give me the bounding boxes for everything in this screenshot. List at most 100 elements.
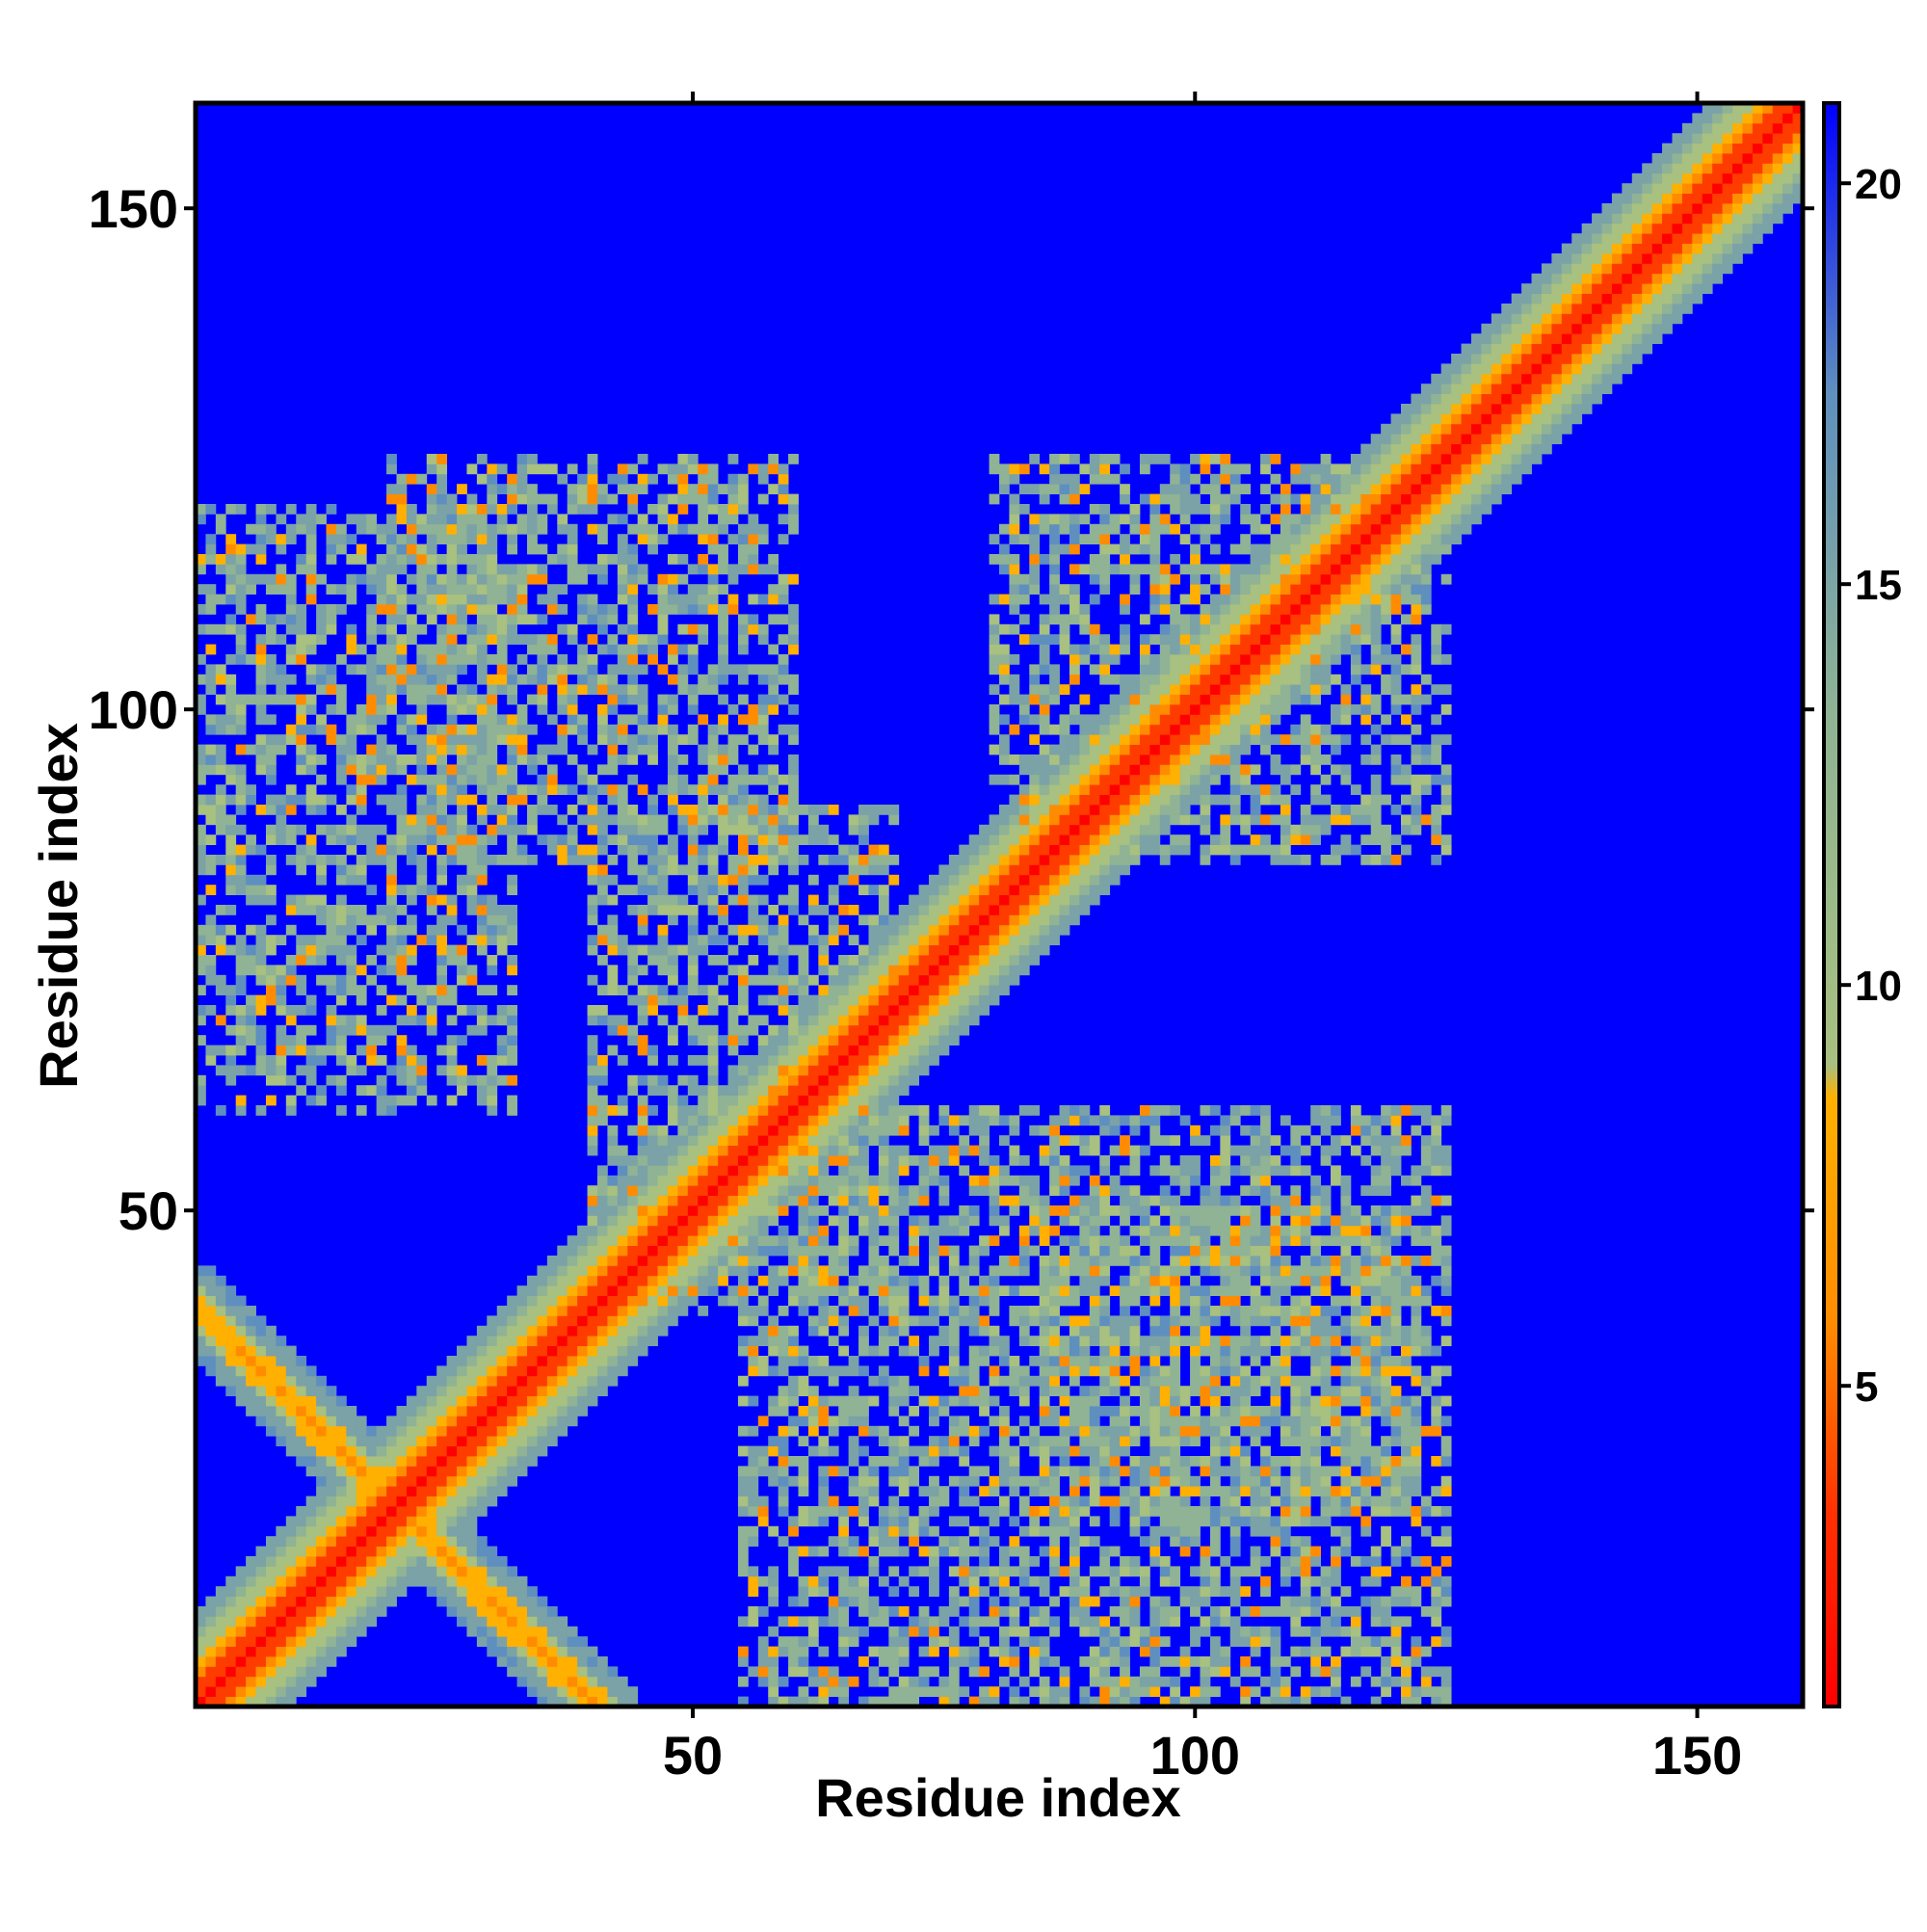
heatmap-cell [577, 1676, 588, 1687]
heatmap-cell [968, 1265, 980, 1277]
heatmap-cell [446, 764, 458, 776]
heatmap-cell [366, 764, 378, 776]
heatmap-cell [436, 514, 448, 525]
heatmap-cell [496, 664, 508, 675]
heatmap-cell [376, 1445, 387, 1457]
heatmap-cell [356, 985, 367, 995]
heatmap-cell [848, 1245, 859, 1257]
heatmap-cell [698, 844, 709, 856]
heatmap-cell [938, 1365, 950, 1377]
heatmap-cell [386, 1456, 397, 1467]
heatmap-cell [476, 1336, 488, 1346]
heatmap-cell [898, 1546, 910, 1557]
heatmap-cell [948, 1345, 960, 1357]
heatmap-cell [838, 1235, 850, 1246]
heatmap-cell [617, 794, 628, 806]
heatmap-cell [637, 1265, 648, 1277]
heatmap-cell [406, 1425, 417, 1437]
heatmap-cell [487, 1445, 498, 1457]
heatmap-cell [948, 1225, 960, 1236]
heatmap-cell [757, 1516, 769, 1527]
heatmap-cell [737, 1055, 749, 1066]
heatmap-cell [587, 1135, 598, 1146]
heatmap-cell [788, 1074, 799, 1086]
heatmap-cell [326, 1425, 337, 1437]
heatmap-cell [285, 604, 297, 615]
heatmap-cell [577, 724, 588, 735]
heatmap-cell [597, 1005, 608, 1016]
heatmap-cell [466, 514, 478, 525]
heatmap-cell [316, 614, 327, 625]
heatmap-cell [546, 1315, 558, 1327]
heatmap-cell [246, 1395, 256, 1407]
heatmap-cell [818, 1436, 830, 1446]
heatmap-cell [798, 1586, 809, 1597]
heatmap-cell [516, 1425, 528, 1437]
heatmap-cell [858, 1045, 869, 1056]
heatmap-cell [527, 1666, 538, 1678]
heatmap-cell [205, 1045, 217, 1056]
heatmap-cell [235, 1596, 247, 1607]
heatmap-cell [757, 1306, 769, 1316]
heatmap-cell [979, 1295, 990, 1307]
heatmap-cell [507, 734, 517, 745]
heatmap-cell [627, 1235, 639, 1246]
heatmap-cell [196, 1356, 206, 1366]
heatmap-cell [196, 1295, 206, 1307]
heatmap-cell [647, 744, 658, 755]
heatmap-cell [848, 1445, 859, 1457]
heatmap-cell [516, 1456, 528, 1467]
heatmap-cell [507, 614, 517, 625]
heatmap-cell [888, 1225, 900, 1236]
heatmap-cell [296, 1516, 307, 1527]
heatmap-cell [938, 1005, 950, 1016]
heatmap-cell [657, 604, 669, 615]
heatmap-cell [737, 664, 749, 675]
heatmap-cell [617, 623, 628, 635]
heatmap-cell [818, 824, 830, 835]
heatmap-cell [305, 754, 317, 765]
heatmap-cell [727, 1256, 739, 1266]
heatmap-cell [888, 1235, 900, 1246]
heatmap-cell [446, 844, 458, 856]
heatmap-cell [818, 1275, 830, 1286]
heatmap-cell [335, 1616, 347, 1628]
heatmap-cell [316, 1475, 327, 1487]
heatmap-cell [858, 1225, 869, 1236]
heatmap-cell [757, 1365, 769, 1377]
heatmap-cell [878, 1085, 889, 1096]
heatmap-cell [235, 1626, 247, 1637]
heatmap-cell [516, 463, 528, 475]
heatmap-cell [235, 1636, 247, 1647]
heatmap-cell [285, 504, 297, 515]
heatmap-cell [436, 764, 448, 776]
heatmap-cell [968, 1306, 980, 1316]
heatmap-cell [225, 724, 237, 735]
heatmap-cell [778, 794, 789, 806]
heatmap-cell [246, 844, 256, 856]
heatmap-cell [507, 1095, 517, 1106]
heatmap-cell [607, 1375, 619, 1387]
heatmap-cell [788, 1015, 799, 1026]
heatmap-cell [979, 1546, 990, 1557]
heatmap-cell [718, 664, 728, 675]
heatmap-cell [748, 1225, 759, 1236]
heatmap-cell [768, 1686, 779, 1697]
heatmap-cell [979, 985, 990, 995]
heatmap-cell [768, 1285, 779, 1296]
heatmap-cell [346, 834, 357, 845]
heatmap-cell [617, 784, 628, 795]
heatmap-cell [878, 1676, 889, 1687]
heatmap-cell [516, 584, 528, 595]
heatmap-cell [637, 834, 648, 845]
heatmap-cell [858, 1195, 869, 1206]
heatmap-cell [587, 1015, 598, 1026]
heatmap-cell [707, 1215, 719, 1227]
heatmap-cell [858, 1175, 869, 1186]
heatmap-cell [215, 924, 226, 936]
heatmap-cell [457, 1556, 467, 1567]
heatmap-cell [285, 654, 297, 665]
heatmap-cell [898, 1395, 910, 1407]
heatmap-cell [667, 754, 678, 765]
heatmap-cell [828, 1666, 839, 1678]
